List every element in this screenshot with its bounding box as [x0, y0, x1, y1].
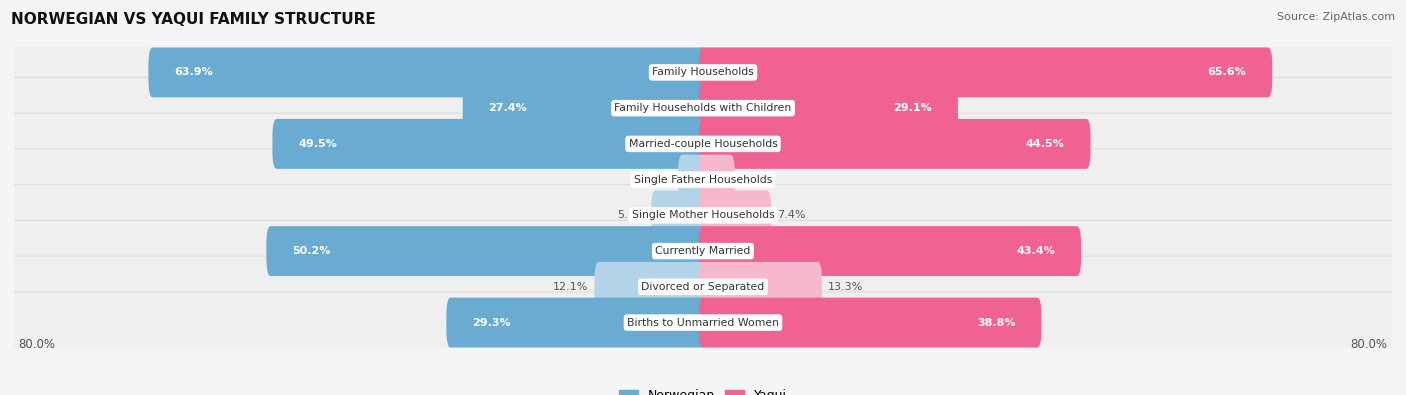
Text: 80.0%: 80.0% — [1351, 338, 1388, 351]
Text: Source: ZipAtlas.com: Source: ZipAtlas.com — [1277, 12, 1395, 22]
Text: 63.9%: 63.9% — [174, 68, 212, 77]
Legend: Norwegian, Yaqui: Norwegian, Yaqui — [614, 384, 792, 395]
FancyBboxPatch shape — [699, 83, 957, 133]
Text: Family Households with Children: Family Households with Children — [614, 103, 792, 113]
FancyBboxPatch shape — [10, 184, 1396, 246]
FancyBboxPatch shape — [699, 298, 1042, 348]
Text: 29.1%: 29.1% — [893, 103, 932, 113]
Text: Single Mother Households: Single Mother Households — [631, 211, 775, 220]
FancyBboxPatch shape — [699, 262, 823, 312]
FancyBboxPatch shape — [10, 220, 1396, 282]
Text: 27.4%: 27.4% — [488, 103, 527, 113]
Text: 38.8%: 38.8% — [977, 318, 1015, 327]
Text: 50.2%: 50.2% — [292, 246, 330, 256]
Text: 5.5%: 5.5% — [617, 211, 645, 220]
FancyBboxPatch shape — [149, 47, 707, 97]
Text: 2.4%: 2.4% — [644, 175, 672, 184]
FancyBboxPatch shape — [699, 190, 770, 240]
Text: Currently Married: Currently Married — [655, 246, 751, 256]
Text: Married-couple Households: Married-couple Households — [628, 139, 778, 149]
FancyBboxPatch shape — [651, 190, 707, 240]
FancyBboxPatch shape — [446, 298, 707, 348]
Text: 13.3%: 13.3% — [828, 282, 863, 292]
FancyBboxPatch shape — [10, 42, 1396, 103]
Text: 80.0%: 80.0% — [18, 338, 55, 351]
Text: Family Households: Family Households — [652, 68, 754, 77]
Text: 3.2%: 3.2% — [741, 175, 769, 184]
Text: NORWEGIAN VS YAQUI FAMILY STRUCTURE: NORWEGIAN VS YAQUI FAMILY STRUCTURE — [11, 12, 375, 27]
FancyBboxPatch shape — [699, 119, 1091, 169]
FancyBboxPatch shape — [10, 113, 1396, 175]
FancyBboxPatch shape — [699, 155, 735, 205]
Text: Single Father Households: Single Father Households — [634, 175, 772, 184]
Text: 43.4%: 43.4% — [1017, 246, 1056, 256]
FancyBboxPatch shape — [699, 226, 1081, 276]
Text: 29.3%: 29.3% — [472, 318, 510, 327]
Text: Divorced or Separated: Divorced or Separated — [641, 282, 765, 292]
FancyBboxPatch shape — [595, 262, 707, 312]
Text: 7.4%: 7.4% — [778, 211, 806, 220]
FancyBboxPatch shape — [10, 292, 1396, 353]
FancyBboxPatch shape — [266, 226, 707, 276]
FancyBboxPatch shape — [10, 256, 1396, 318]
FancyBboxPatch shape — [273, 119, 707, 169]
FancyBboxPatch shape — [10, 149, 1396, 211]
Text: Births to Unmarried Women: Births to Unmarried Women — [627, 318, 779, 327]
FancyBboxPatch shape — [463, 83, 707, 133]
Text: 44.5%: 44.5% — [1026, 139, 1064, 149]
Text: 49.5%: 49.5% — [298, 139, 337, 149]
Text: 65.6%: 65.6% — [1208, 68, 1246, 77]
Text: 12.1%: 12.1% — [553, 282, 589, 292]
FancyBboxPatch shape — [699, 47, 1272, 97]
FancyBboxPatch shape — [10, 77, 1396, 139]
FancyBboxPatch shape — [678, 155, 707, 205]
